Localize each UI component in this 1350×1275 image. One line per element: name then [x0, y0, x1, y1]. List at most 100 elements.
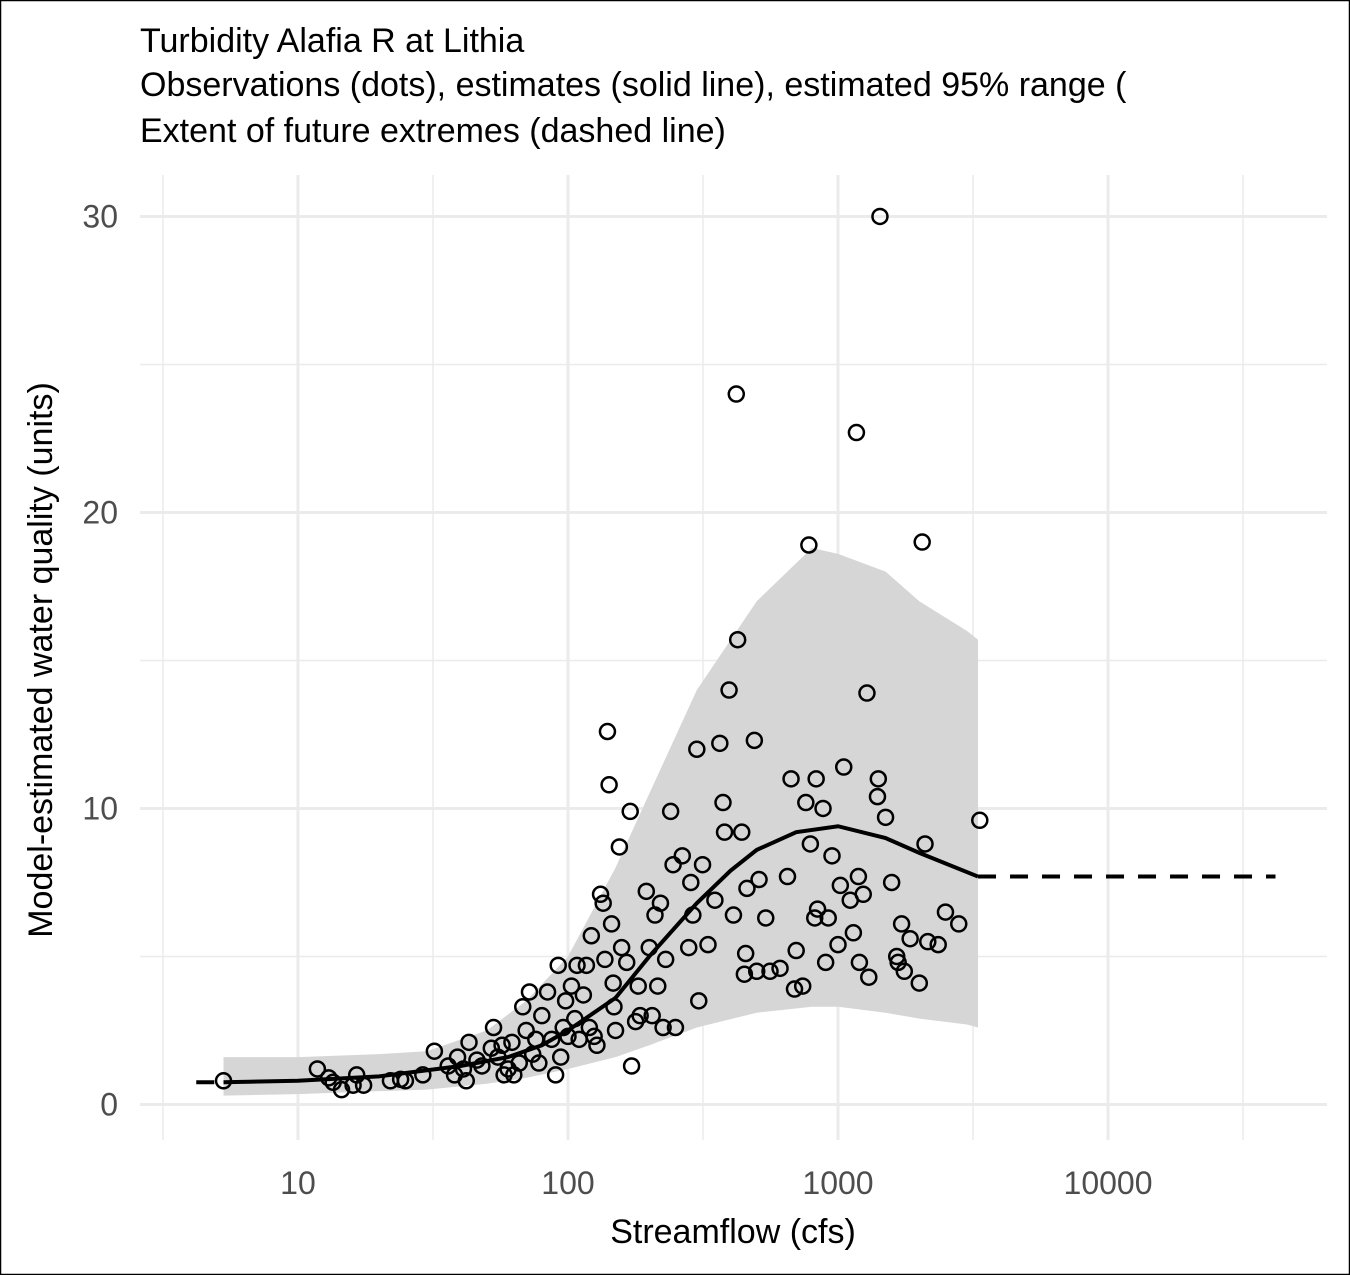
observation [617, 953, 636, 972]
observation [720, 681, 738, 699]
y-tick-label: 20 [82, 494, 118, 530]
observation [724, 906, 743, 924]
observation [594, 894, 612, 912]
chart-title: Turbidity Alafia R at Lithia [140, 22, 524, 60]
observation [738, 879, 756, 898]
observation [559, 1027, 577, 1046]
observation [715, 823, 734, 841]
grid [140, 175, 1327, 1140]
observation [901, 929, 919, 948]
observation [807, 770, 825, 788]
observation [602, 915, 621, 933]
observation [895, 962, 914, 981]
observation [771, 959, 789, 978]
observation [651, 894, 670, 912]
observation [577, 956, 596, 975]
observation [816, 953, 835, 972]
observation [542, 1030, 561, 1049]
observation [808, 900, 827, 918]
observation [761, 962, 779, 981]
observation [414, 1066, 432, 1084]
observation [596, 950, 614, 969]
observation [831, 876, 850, 895]
estimate-line [223, 824, 979, 1085]
x-tick-label: 10 [280, 1165, 316, 1201]
observation [214, 1072, 233, 1090]
observation [654, 1018, 672, 1037]
observation [656, 950, 675, 969]
observation [823, 847, 841, 865]
observation [805, 909, 824, 927]
chart-subtitle: Extent of future extremes (dashed line) [140, 112, 726, 150]
observation [493, 1036, 511, 1055]
observation [604, 974, 622, 992]
observation [598, 722, 617, 741]
observation [732, 823, 751, 841]
observation [649, 977, 667, 995]
observation [568, 956, 586, 975]
observation [629, 977, 647, 995]
y-tick-label: 10 [82, 790, 118, 826]
observation [308, 1060, 327, 1078]
observation [600, 776, 618, 794]
observation [549, 956, 567, 975]
observation [797, 793, 815, 812]
x-tick-label: 100 [541, 1165, 594, 1201]
observation [819, 909, 837, 927]
observation [736, 944, 755, 963]
observation [580, 1018, 599, 1037]
x-axis-title: Streamflow (cfs) [610, 1213, 856, 1251]
observation [699, 935, 717, 954]
observation [556, 992, 575, 1010]
observation [871, 207, 889, 226]
observation [849, 867, 868, 886]
observation [829, 935, 847, 954]
observation [757, 909, 775, 927]
observation [460, 1033, 478, 1052]
observation [612, 938, 631, 957]
observation [585, 1027, 603, 1046]
observation [354, 1076, 373, 1094]
observation [566, 1009, 584, 1028]
observation [735, 965, 754, 983]
observation [785, 980, 804, 998]
observation [688, 740, 706, 759]
observation [682, 873, 700, 892]
observation [876, 808, 895, 827]
marks [196, 207, 1276, 1099]
observation [793, 977, 812, 995]
observation [850, 953, 869, 972]
observation [847, 423, 866, 442]
observation [971, 811, 989, 830]
observation [554, 1018, 572, 1037]
confidence-band [223, 547, 979, 1096]
observation [489, 1048, 507, 1066]
observation [869, 770, 888, 788]
y-axis-title: Model-estimated water quality (units) [22, 382, 60, 938]
observation [510, 1054, 529, 1072]
observation [913, 533, 931, 551]
observation [679, 938, 698, 957]
observation [745, 731, 764, 750]
observation [782, 770, 800, 788]
observation [517, 1021, 535, 1040]
observation [882, 873, 901, 892]
observation [916, 835, 934, 853]
observation [919, 932, 937, 951]
observation [396, 1072, 415, 1090]
observation [454, 1060, 473, 1078]
observation [929, 935, 947, 954]
observation [727, 385, 746, 403]
observation [778, 867, 797, 886]
observation [860, 968, 878, 986]
observation [457, 1072, 476, 1090]
observation [574, 986, 593, 1004]
observation [666, 1018, 685, 1037]
observation [344, 1076, 362, 1094]
observation [706, 891, 724, 909]
observation [800, 536, 818, 554]
observation [693, 855, 712, 874]
observation [637, 882, 656, 901]
chart-subtitle: Observations (dots), estimates (solid li… [140, 66, 1127, 104]
